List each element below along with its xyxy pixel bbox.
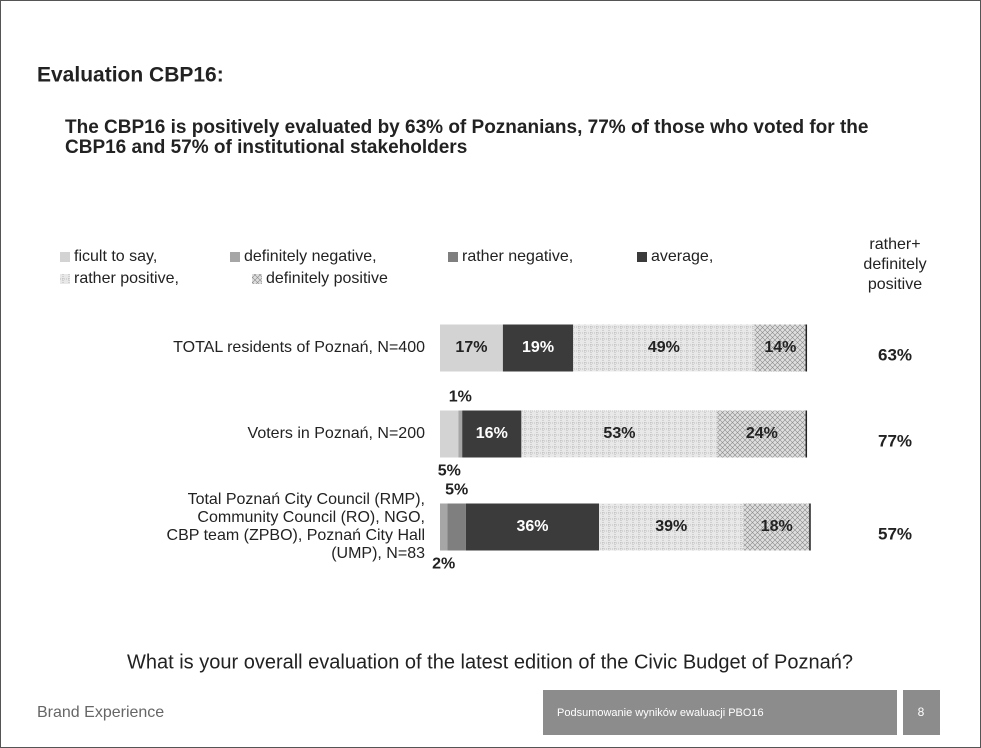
data-label: 14% — [764, 339, 796, 356]
data-label: 5% — [438, 463, 461, 480]
category-label-line: (UMP), N=83 — [331, 545, 425, 562]
bar-segment — [717, 410, 807, 458]
bar-segment — [754, 324, 807, 372]
legend-label: rather positive, — [74, 270, 179, 287]
bar-segment — [440, 324, 503, 372]
bar-segment — [465, 503, 600, 551]
category-label-line: TOTAL residents of Poznań, N=400 — [173, 339, 425, 356]
total-value: 57% — [878, 524, 912, 543]
total-value: 63% — [878, 345, 912, 364]
total-header: rather+ definitely positive — [863, 236, 926, 293]
legend-label: average, — [651, 248, 713, 265]
subtitle-box: The CBP16 is positively evaluated by 63%… — [65, 118, 869, 158]
legend-swatch — [60, 252, 70, 262]
legend-swatch — [637, 252, 647, 262]
bar-segment — [573, 324, 755, 372]
category-label-line: CBP team (ZPBO), Poznań City Hall — [167, 527, 425, 544]
data-label: 1% — [449, 389, 472, 406]
question: What is your overall evaluation of the l… — [127, 651, 853, 673]
data-label: 17% — [455, 339, 487, 356]
category-label-line: Voters in Poznań, N=200 — [248, 425, 426, 442]
legend-swatch — [252, 274, 262, 284]
data-label: 5% — [445, 482, 468, 499]
category-label-line: Community Council (RO), NGO, — [197, 509, 425, 526]
brand: Brand Experience — [37, 704, 164, 721]
bar-segment — [447, 503, 466, 551]
caption: Podsumowanie wyników ewaluacji PBO16 — [557, 707, 764, 719]
legend-swatch — [230, 252, 240, 262]
category-label-line: Total Poznań City Council (RMP), — [188, 491, 425, 508]
total-header-line: definitely — [863, 256, 926, 273]
page-number: 8 — [918, 705, 925, 719]
bar-segment — [502, 324, 574, 372]
bar-segment — [743, 503, 810, 551]
legend-label: definitely negative, — [244, 248, 377, 265]
legend-swatch — [60, 274, 70, 284]
caption-box — [543, 690, 897, 735]
bar-segment — [462, 410, 522, 458]
data-label: 53% — [603, 425, 635, 442]
page-box — [903, 690, 940, 735]
data-label: 16% — [476, 425, 508, 442]
slide-title: Evaluation CBP16: — [37, 64, 224, 87]
data-label: 19% — [522, 339, 554, 356]
category-label: TOTAL residents of Poznań, N=400 — [173, 339, 425, 356]
bar-segment — [458, 410, 463, 458]
data-label: 36% — [516, 518, 548, 535]
data-label: 18% — [761, 518, 793, 535]
bar-segment — [521, 410, 718, 458]
bar-segment — [599, 503, 744, 551]
data-label: 24% — [746, 425, 778, 442]
bar-segment — [440, 503, 448, 551]
bar-segment — [440, 410, 459, 458]
legend-swatch — [448, 252, 458, 262]
subtitle: The CBP16 is positively evaluated by 63%… — [65, 118, 869, 158]
legend-label: rather negative, — [462, 248, 573, 265]
data-label: 39% — [655, 518, 687, 535]
data-label: 49% — [648, 339, 680, 356]
category-label: Voters in Poznań, N=200 — [248, 425, 426, 442]
total-header-line: positive — [868, 276, 922, 293]
category-label: Total Poznań City Council (RMP), Communit… — [167, 491, 426, 562]
data-label: 2% — [432, 556, 455, 573]
legend-label: ficult to say, — [74, 248, 157, 265]
total-header-line: rather+ — [869, 236, 920, 253]
total-value: 77% — [878, 431, 912, 450]
legend-label: definitely positive — [266, 270, 388, 287]
